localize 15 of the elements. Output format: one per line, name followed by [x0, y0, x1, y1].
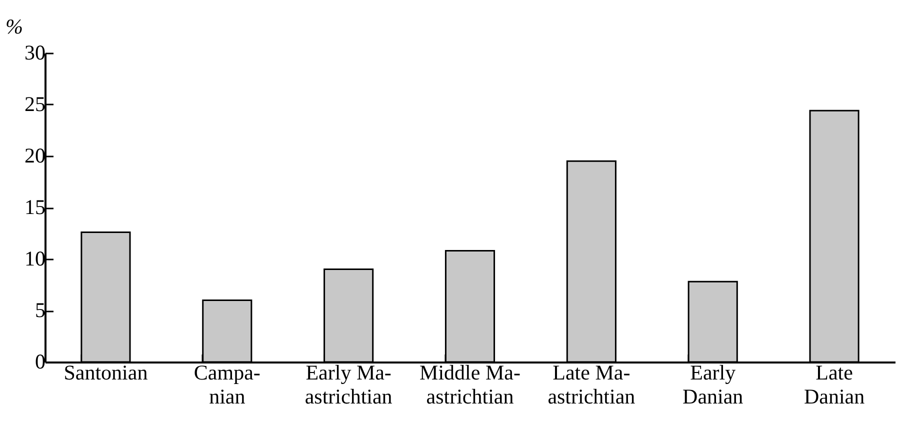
x-tick-label: Santonian	[64, 360, 148, 384]
y-axis-title: %	[6, 14, 23, 38]
x-tick-label: Late Ma- astrichtian	[548, 360, 636, 408]
y-tick-label: 15	[24, 195, 46, 219]
x-tick-label: Middle Ma- astrichtian	[420, 360, 520, 408]
x-tick-label: Late Danian	[804, 360, 866, 408]
y-tick-label: 25	[24, 92, 46, 116]
x-tick-label: Campa- nian	[194, 360, 260, 408]
y-tick-label: 20	[24, 144, 46, 168]
x-tick-label: Early Danian	[682, 360, 744, 408]
y-tick-label: 5	[35, 298, 46, 322]
x-tick-label: Early Ma- astrichtian	[304, 360, 393, 408]
y-tick-label: 30	[24, 40, 46, 64]
y-tick-label: 0	[35, 350, 46, 374]
y-tick-label: 10	[24, 246, 46, 270]
